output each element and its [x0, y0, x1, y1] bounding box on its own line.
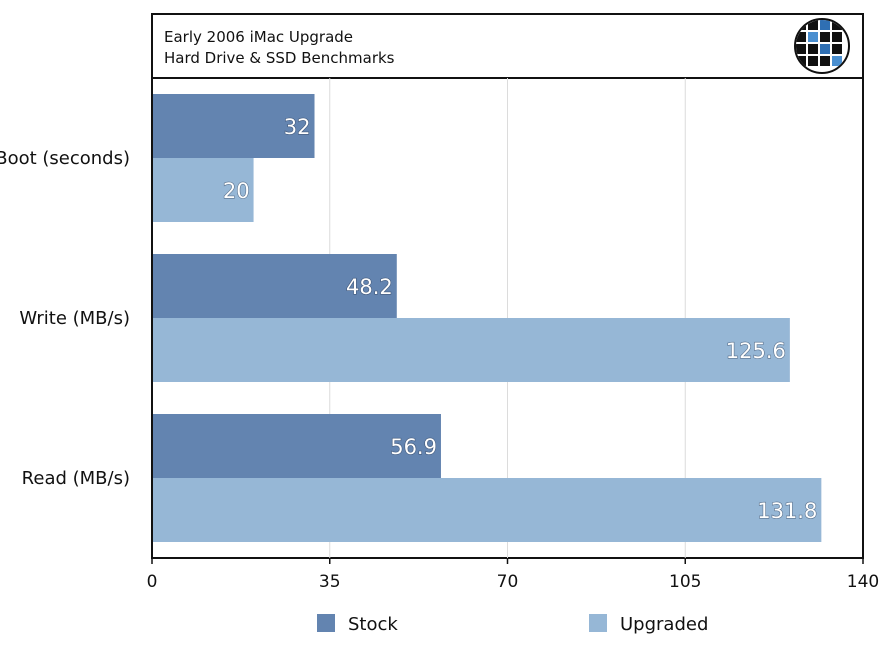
bar-upgraded-3: [152, 478, 822, 542]
bar-upgraded-2: [152, 318, 790, 382]
bars: [152, 94, 822, 542]
legend-label-stock: Stock: [348, 614, 398, 635]
x-tick-label: 140: [847, 572, 879, 592]
title-box: [151, 13, 864, 79]
x-tick-label: 70: [497, 572, 519, 592]
bar-stock-2: [152, 254, 397, 318]
legend-swatch-stock: [317, 614, 335, 632]
bar-value-label: 20: [223, 179, 250, 203]
x-tick-label: 35: [319, 572, 341, 592]
category-label: Read (MB/s): [22, 468, 130, 489]
x-tick-label: 105: [669, 572, 701, 592]
chart-subtitle: Hard Drive & SSD Benchmarks: [164, 49, 395, 67]
legend-label-upgraded: Upgraded: [620, 614, 708, 635]
globe-logo-icon: [794, 18, 850, 74]
bar-value-label: 131.8: [757, 499, 817, 523]
category-label: Write (MB/s): [19, 308, 130, 329]
chart-title: Early 2006 iMac Upgrade: [164, 28, 353, 46]
bar-stock-1: [152, 94, 315, 158]
legend-swatch-upgraded: [589, 614, 607, 632]
x-axis-ticks: 0 35 70 105 140: [147, 558, 879, 592]
bar-stock-3: [152, 414, 441, 478]
category-label: Boot (seconds): [0, 148, 130, 169]
bar-value-label: 32: [284, 115, 311, 139]
bar-upgraded-1: [152, 158, 254, 222]
legend: Stock Upgraded: [317, 614, 708, 635]
bar-value-label: 48.2: [346, 275, 393, 299]
x-tick-label: 0: [147, 572, 158, 592]
category-labels: Boot (seconds) Write (MB/s) Read (MB/s): [0, 148, 130, 489]
bar-value-label: 56.9: [390, 435, 437, 459]
bar-value-label: 125.6: [726, 339, 786, 363]
value-labels: 32 20 48.2 125.6 56.9 131.8: [222, 114, 818, 523]
